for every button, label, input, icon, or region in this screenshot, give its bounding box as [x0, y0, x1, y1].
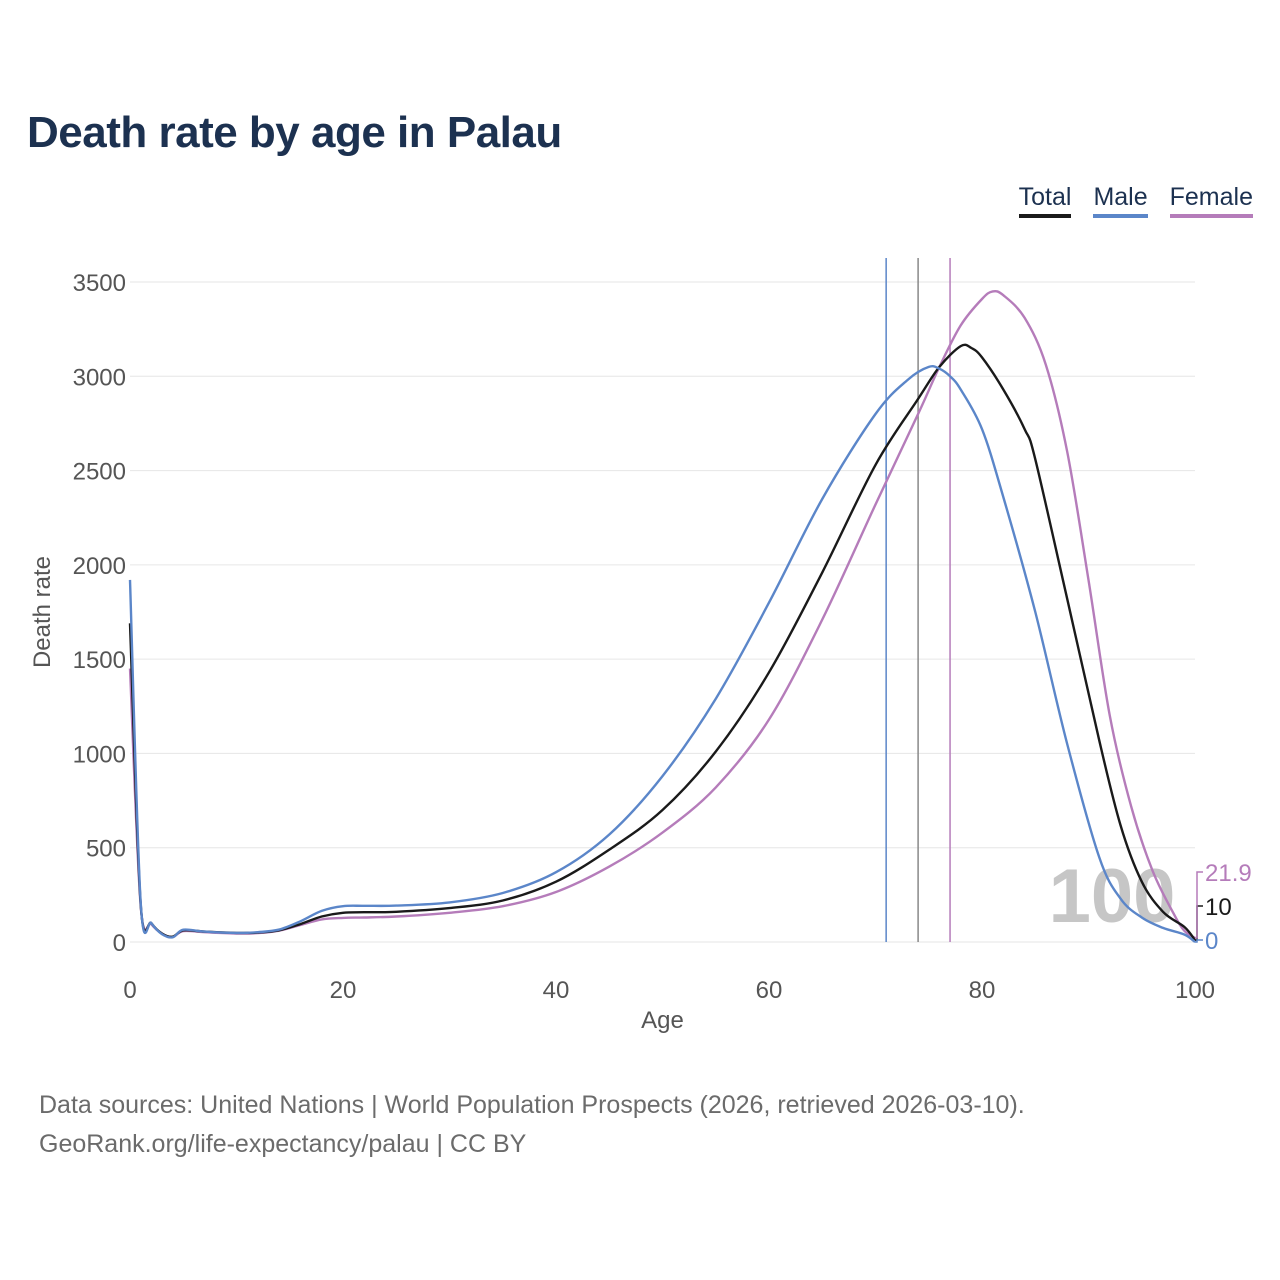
end-label-leader-total [1195, 905, 1203, 941]
y-tick-label: 3500 [73, 270, 126, 297]
end-label-leader-female [1195, 871, 1203, 939]
data-source-note: Data sources: United Nations | World Pop… [39, 1091, 1025, 1119]
x-axis-title: Age [641, 1007, 684, 1034]
x-tick-label: 40 [543, 977, 570, 1004]
y-tick-label: 0 [113, 930, 126, 957]
legend-item-male[interactable]: Male [1093, 183, 1148, 218]
y-tick-label: 1500 [73, 647, 126, 674]
y-tick-label: 3000 [73, 364, 126, 391]
series-line-male [128, 364, 1196, 943]
x-tick-label: 0 [123, 977, 136, 1004]
y-tick-label: 2000 [73, 553, 126, 580]
legend-item-female[interactable]: Female [1169, 183, 1253, 218]
footer: Data sources: United Nations | World Pop… [39, 1086, 1025, 1164]
y-tick-label: 2500 [73, 459, 126, 486]
x-tick-label: 100 [1175, 977, 1215, 1004]
x-tick-label: 80 [969, 977, 996, 1004]
end-label-total: 10 [1205, 894, 1232, 921]
y-axis-title: Death rate [29, 556, 56, 668]
x-tick-label: 60 [756, 977, 783, 1004]
x-tick-label: 20 [330, 977, 357, 1004]
end-label-leader-male [1195, 939, 1203, 943]
end-label-male: 0 [1205, 928, 1218, 955]
y-tick-label: 1000 [73, 741, 126, 768]
y-tick-label: 500 [86, 836, 126, 863]
legend: Total Male Female [1018, 183, 1253, 218]
attribution-link[interactable]: GeoRank.org/life-expectancy/palau | CC B… [39, 1130, 527, 1158]
series-line-total [128, 343, 1196, 941]
chart-title: Death rate by age in Palau [27, 108, 562, 157]
end-label-female: 21.9 [1205, 860, 1252, 887]
legend-item-total[interactable]: Total [1018, 183, 1072, 218]
